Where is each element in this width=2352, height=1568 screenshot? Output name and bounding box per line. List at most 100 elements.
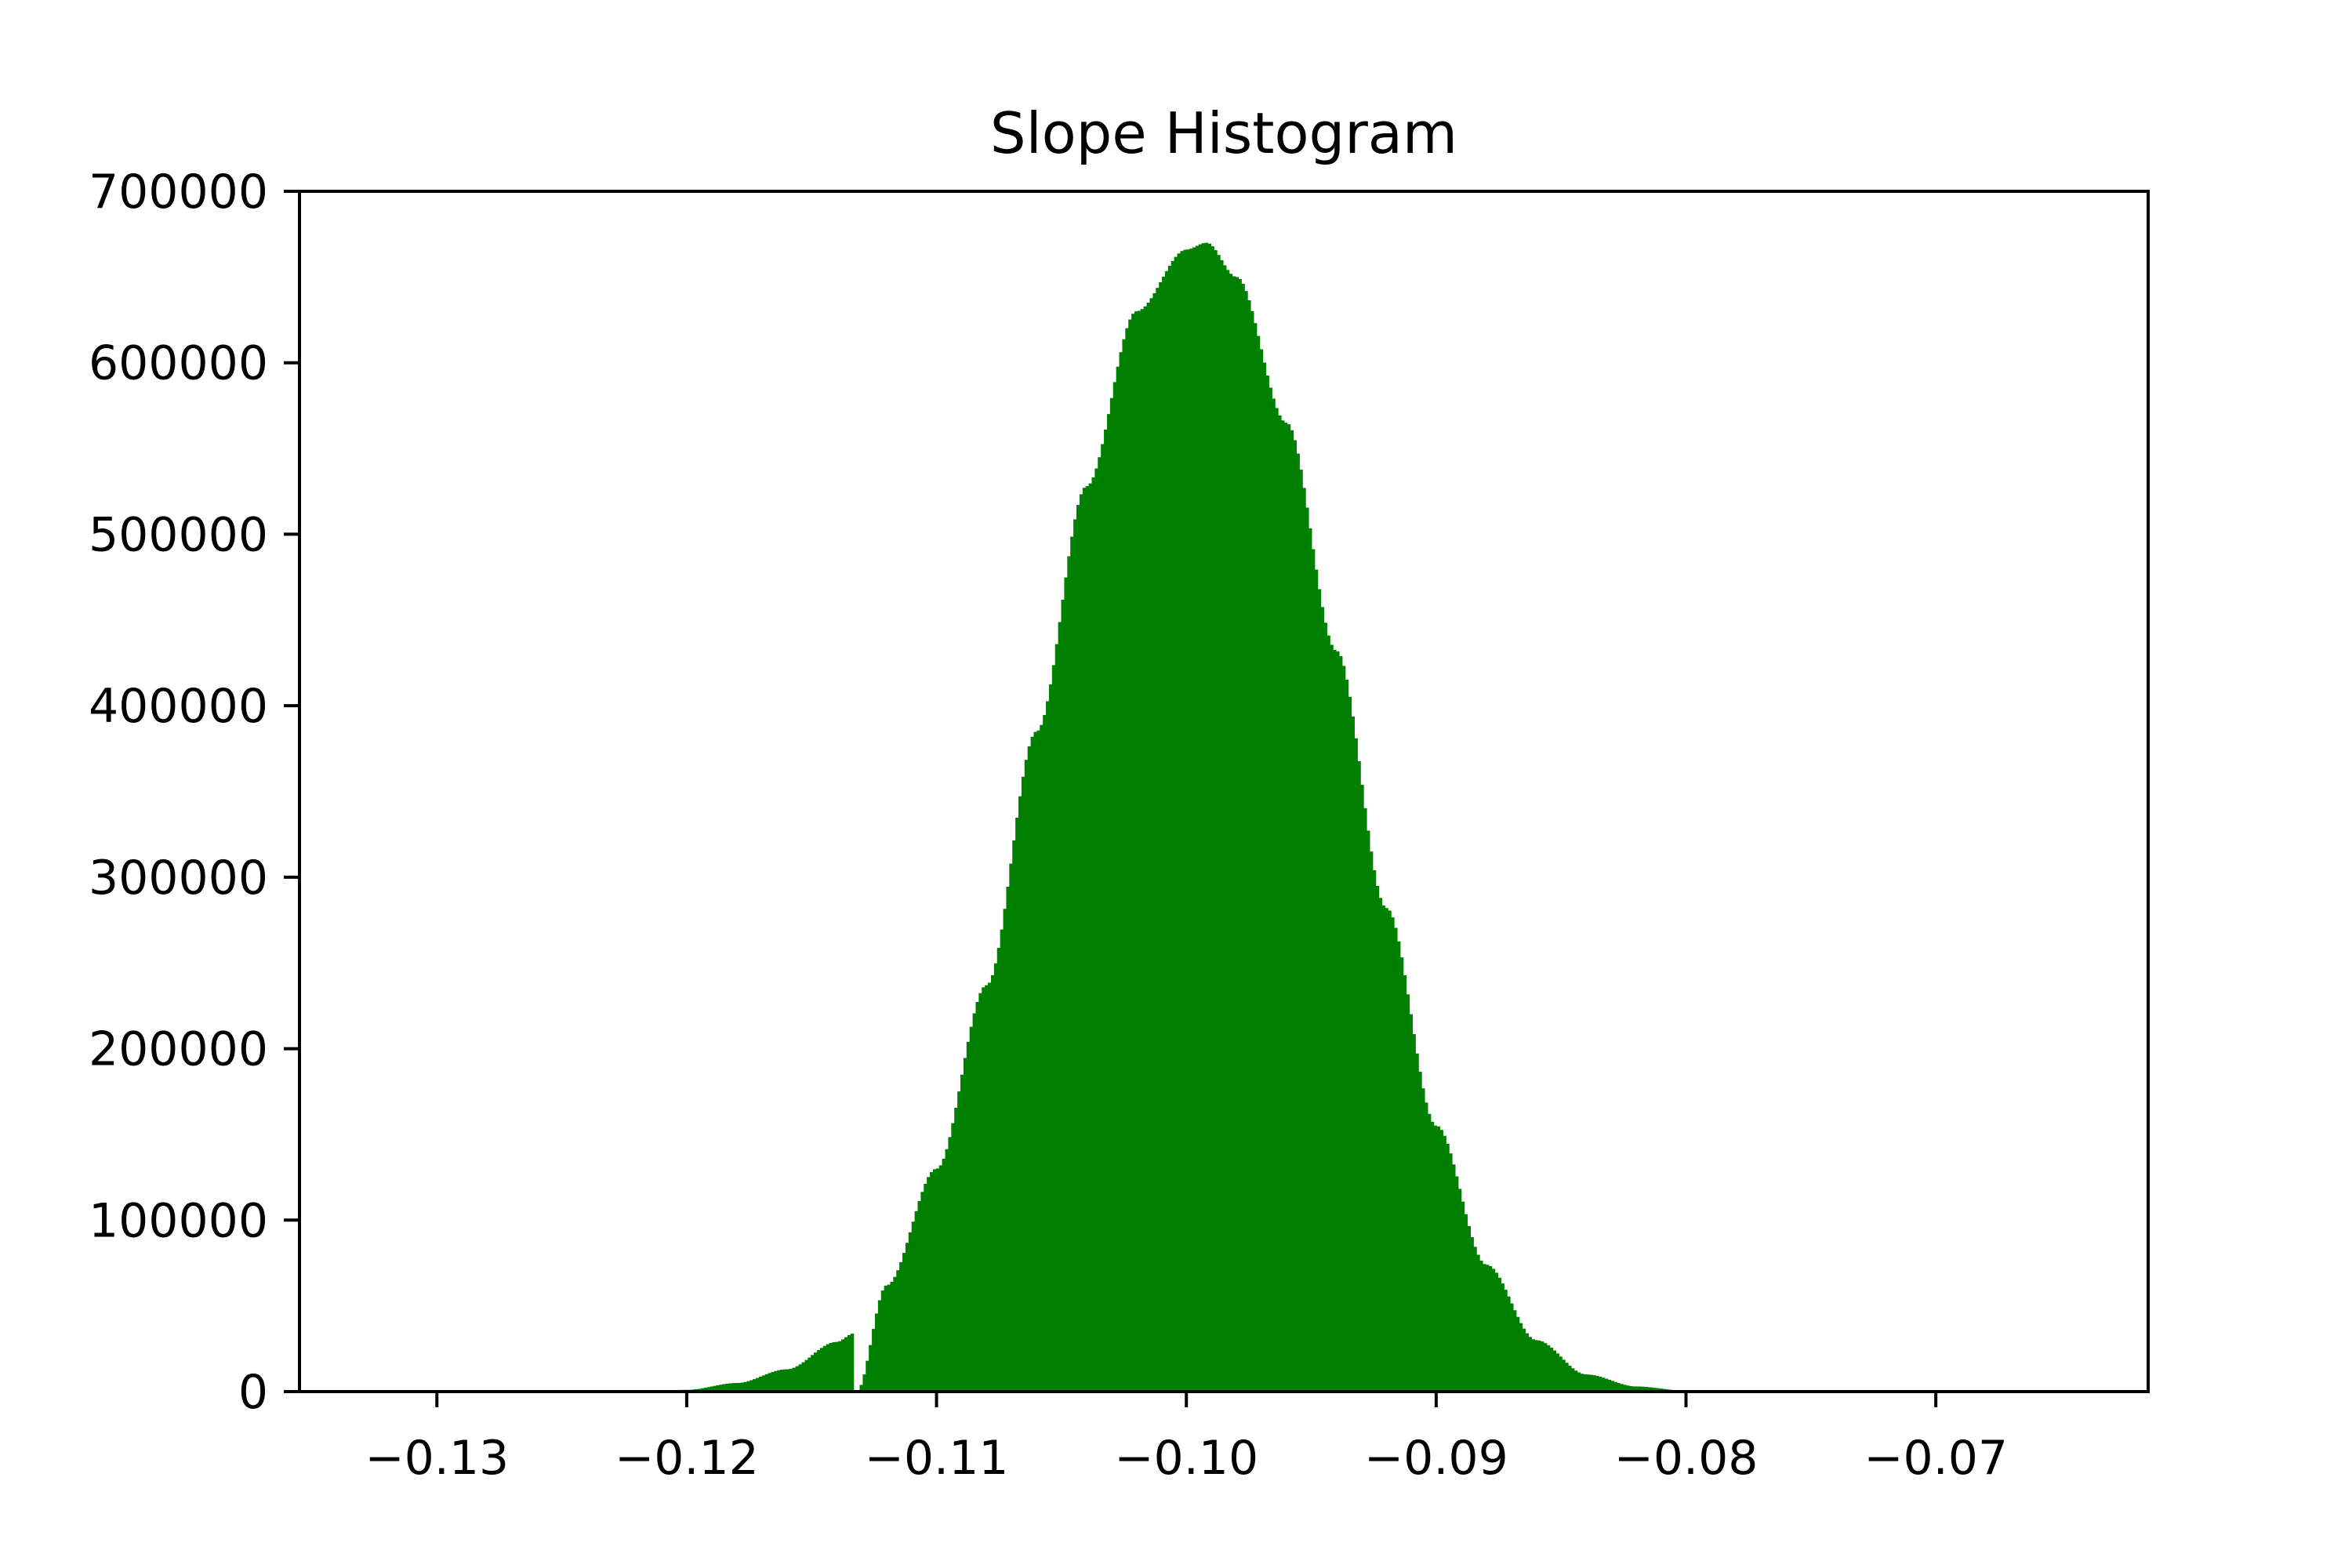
- histogram-bar: [1064, 577, 1068, 1392]
- histogram-bar: [887, 1284, 891, 1392]
- histogram-bar: [771, 1371, 775, 1392]
- histogram-bar: [902, 1253, 906, 1392]
- histogram-bar: [1256, 336, 1261, 1392]
- x-tick-label: −0.13: [365, 1431, 509, 1486]
- histogram-bar: [1501, 1283, 1504, 1392]
- histogram-bar: [850, 1334, 855, 1392]
- histogram-bar: [1003, 909, 1007, 1392]
- histogram-bar: [1146, 303, 1151, 1392]
- histogram-bar: [1418, 1072, 1422, 1392]
- histogram-bar: [1122, 339, 1126, 1392]
- histogram-bar: [1409, 1014, 1413, 1392]
- histogram-bar: [1186, 249, 1190, 1392]
- histogram-bar: [1378, 898, 1383, 1392]
- histogram-bar: [758, 1376, 763, 1392]
- histogram-bar: [835, 1341, 839, 1392]
- histogram-bar: [899, 1261, 903, 1392]
- histogram-bar: [969, 1026, 974, 1392]
- histogram-bar: [1198, 244, 1203, 1392]
- histogram-bar: [1485, 1265, 1490, 1392]
- histogram-bar: [1515, 1316, 1520, 1392]
- histogram-bar: [1253, 323, 1258, 1392]
- histogram-bar: [1415, 1053, 1419, 1392]
- histogram-bar: [1207, 243, 1211, 1392]
- histogram-bar: [872, 1329, 876, 1392]
- histogram-bar: [920, 1192, 924, 1392]
- histogram-bar: [1454, 1176, 1459, 1392]
- histogram-bar: [1134, 311, 1138, 1392]
- histogram-bar: [1360, 785, 1364, 1392]
- histogram-bar: [1348, 696, 1352, 1392]
- histogram-bar: [1262, 362, 1267, 1392]
- histogram-bar: [1357, 761, 1361, 1392]
- histogram-bar: [1351, 717, 1355, 1392]
- histogram-bar: [1201, 243, 1206, 1392]
- histogram-bar: [988, 982, 992, 1392]
- histogram-bar: [1446, 1143, 1450, 1392]
- histogram-bar: [1507, 1296, 1511, 1392]
- y-tick-label: 700000: [89, 165, 268, 220]
- histogram-bar: [801, 1362, 805, 1392]
- histogram-bar: [1174, 256, 1178, 1392]
- histogram-bar: [713, 1385, 717, 1392]
- histogram-bar: [1280, 420, 1285, 1392]
- histogram-bar: [1626, 1385, 1630, 1392]
- histogram-bar: [1338, 656, 1343, 1392]
- histogram-bar: [1433, 1125, 1438, 1392]
- histogram-bar: [1479, 1260, 1483, 1392]
- histogram-bar: [990, 975, 995, 1392]
- histogram-bar: [942, 1158, 946, 1392]
- histogram-bar: [948, 1137, 952, 1392]
- histogram-bar: [963, 1058, 967, 1392]
- histogram-bar: [764, 1374, 769, 1392]
- histogram-bar: [1048, 684, 1053, 1392]
- histogram-bar: [1067, 556, 1071, 1392]
- histogram-bar: [1317, 589, 1322, 1392]
- histogram-bar: [1607, 1379, 1612, 1392]
- histogram-bar: [1354, 738, 1358, 1392]
- histogram-bar: [1149, 298, 1153, 1392]
- histogram-bar: [1272, 398, 1276, 1392]
- histogram-bar: [1653, 1388, 1657, 1392]
- histogram-bar: [1214, 250, 1218, 1392]
- histogram-bar: [1436, 1126, 1441, 1392]
- histogram-bar: [1519, 1323, 1523, 1392]
- histogram-bar: [1046, 701, 1050, 1392]
- histogram-bar: [932, 1169, 937, 1392]
- histogram-bar: [1015, 818, 1019, 1392]
- histogram-bar: [924, 1183, 927, 1392]
- histogram-bar: [1210, 246, 1214, 1392]
- histogram-bar: [1195, 245, 1200, 1392]
- histogram-bar: [844, 1337, 848, 1392]
- histogram-bar: [1247, 299, 1251, 1392]
- histogram-bar: [795, 1366, 800, 1392]
- histogram-bar: [1363, 808, 1367, 1392]
- x-tick-label: −0.08: [1614, 1431, 1759, 1486]
- histogram-bar: [890, 1282, 894, 1392]
- histogram-bar: [911, 1221, 916, 1392]
- x-tick-label: −0.10: [1114, 1431, 1258, 1486]
- histogram-bar: [1613, 1381, 1617, 1392]
- histogram-bar: [811, 1355, 815, 1392]
- histogram-bar: [1394, 927, 1398, 1392]
- histogram-bar: [1439, 1130, 1443, 1392]
- histogram-bar: [1164, 270, 1169, 1392]
- histogram-bar: [1403, 975, 1407, 1392]
- histogram-bar: [743, 1381, 747, 1392]
- histogram-bar: [1427, 1113, 1432, 1392]
- histogram-bar: [703, 1388, 708, 1392]
- histogram-bar: [1449, 1153, 1453, 1392]
- histogram-bar: [1043, 714, 1047, 1392]
- histogram-bar: [832, 1341, 836, 1392]
- histogram-bar: [740, 1382, 745, 1392]
- histogram-bar: [1488, 1265, 1493, 1392]
- histogram-bar: [1635, 1386, 1639, 1392]
- histogram-bar: [1112, 382, 1117, 1392]
- histogram-bar: [945, 1149, 949, 1392]
- histogram-bar: [869, 1345, 873, 1392]
- histogram-bar: [1375, 886, 1380, 1392]
- histogram-bar: [1641, 1386, 1645, 1392]
- histogram-bar: [1308, 528, 1312, 1392]
- histogram-bar: [880, 1290, 885, 1392]
- histogram-bar: [1470, 1236, 1474, 1392]
